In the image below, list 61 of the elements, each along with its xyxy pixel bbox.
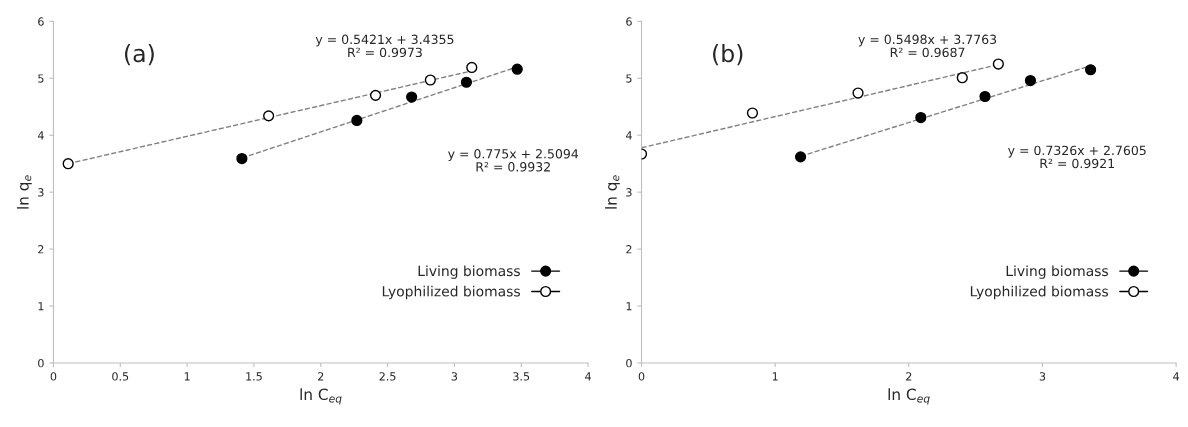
x-tick-label: 3	[1039, 372, 1046, 381]
x-axis-title: ln C$_{eq}$	[888, 388, 930, 405]
x-tick-label: 2	[318, 372, 324, 381]
y-tick-label: 0	[38, 358, 44, 368]
point	[236, 152, 248, 165]
y-tick-label: 4	[37, 131, 44, 140]
annotation: y = 0.5498x + 3.7763 R² = 0.9687	[858, 34, 997, 58]
x-tick-label: 3.5	[513, 372, 530, 381]
y-tick-label: 6	[38, 17, 44, 26]
x-axis-title: ln C$_{eq}$	[300, 388, 342, 405]
x-tick-label: 4	[1173, 372, 1180, 381]
y-axis-title: ln q$_{e}$	[605, 175, 620, 209]
x-tick-label: 1	[184, 372, 190, 381]
point	[746, 107, 759, 119]
point	[794, 151, 807, 163]
point	[424, 74, 436, 86]
x-tick-label: 2	[906, 372, 912, 381]
y-tick-label: 0	[626, 358, 632, 368]
x-tick-label: 1.5	[246, 372, 262, 381]
point	[915, 111, 927, 124]
point	[511, 63, 523, 75]
point	[369, 89, 382, 101]
y-tick-label: 3	[38, 188, 44, 197]
point	[852, 87, 864, 99]
x-tick-label: 0	[50, 372, 57, 381]
point	[460, 76, 473, 88]
annotation: y = 0.5421x + 3.4355 R² = 0.9973	[315, 34, 454, 58]
point	[263, 110, 275, 122]
point	[979, 90, 991, 103]
x-tick-label: 4	[585, 372, 591, 381]
x-tick-label: 3	[451, 372, 458, 381]
y-tick-label: 5	[38, 74, 44, 83]
x-tick-label: 0.5	[112, 372, 129, 381]
y-tick-label: 6	[626, 17, 632, 26]
point	[992, 58, 1004, 70]
y-tick-label: 3	[626, 188, 632, 197]
legend-label: Living biomass	[418, 265, 520, 279]
point	[1024, 74, 1037, 87]
y-tick-label: 2	[626, 245, 632, 254]
y-tick-label: 1	[626, 302, 632, 311]
y-tick-label: 4	[625, 131, 632, 140]
legend-label: Lyophilized biomass	[970, 285, 1109, 300]
x-tick-label: 2.5	[379, 372, 396, 381]
point	[406, 91, 418, 103]
annotation: y = 0.775x + 2.5094 R² = 0.9932	[448, 149, 579, 172]
point	[956, 72, 968, 84]
point	[1084, 64, 1097, 76]
point	[351, 114, 363, 127]
point	[62, 158, 74, 170]
text: (a)	[124, 44, 154, 66]
legend-label: Lyophilized biomass	[382, 285, 520, 300]
y-tick-label: 1	[38, 302, 44, 311]
x-tick-label: 0	[638, 372, 645, 381]
legend-label: Living biomass	[1006, 265, 1109, 279]
text: (b)	[713, 44, 743, 66]
y-tick-label: 2	[38, 245, 44, 254]
point	[466, 61, 478, 74]
x-tick-label: 1	[772, 372, 778, 381]
y-axis-title: ln q$_{e}$	[16, 175, 32, 209]
y-tick-label: 5	[626, 74, 632, 83]
annotation: y = 0.7326x + 2.7605 R² = 0.9921	[1008, 145, 1146, 169]
